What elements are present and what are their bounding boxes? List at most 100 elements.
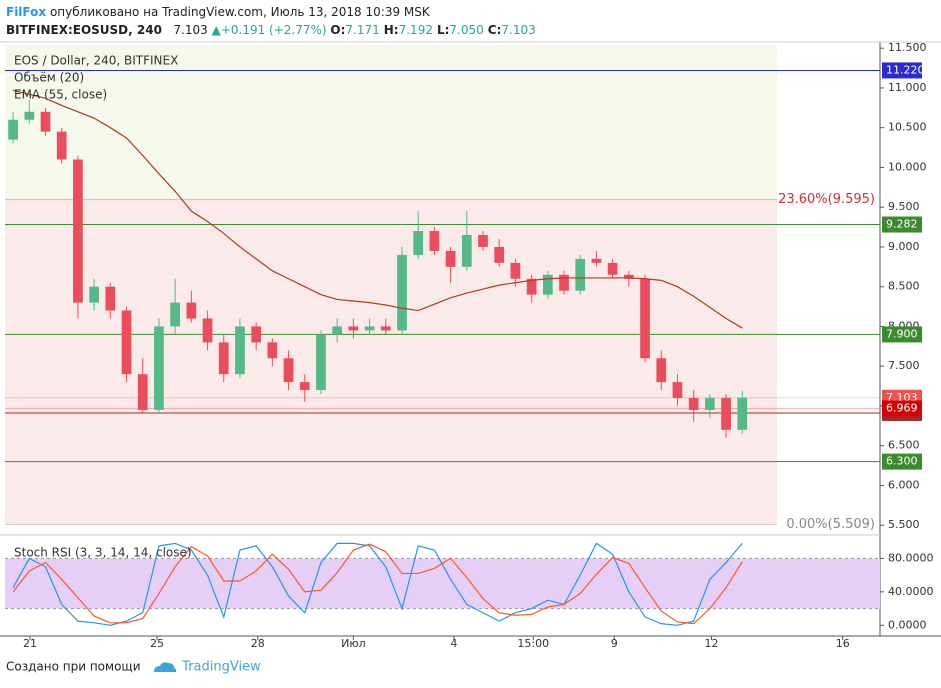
ohlc-value: 7.103 bbox=[501, 23, 536, 37]
level-text: 11.220 bbox=[886, 63, 925, 76]
rsi-k-line bbox=[12, 542, 743, 626]
ohlc-value: 7.050 bbox=[449, 23, 484, 37]
candle-body bbox=[510, 262, 521, 279]
candle-body bbox=[40, 111, 51, 132]
rsi-tick-label: 80.0000 bbox=[888, 551, 934, 564]
candle-body bbox=[591, 258, 602, 263]
y-tick-label: 8.500 bbox=[888, 280, 920, 293]
y-tick-label: 10.000 bbox=[888, 160, 927, 173]
ema-line bbox=[12, 89, 743, 329]
rsi-tick-label: 40.0000 bbox=[888, 585, 934, 598]
candle-body bbox=[316, 334, 326, 391]
x-tick-label: 9 bbox=[611, 637, 618, 650]
y-tick-label: 11.000 bbox=[888, 81, 927, 94]
candle-body bbox=[218, 342, 229, 375]
candle-body bbox=[154, 326, 164, 410]
candle-body bbox=[494, 246, 505, 263]
level-text: 7.900 bbox=[886, 327, 918, 340]
change-value: +0.191 (+2.77%) bbox=[220, 23, 327, 37]
zone-lower bbox=[5, 199, 777, 525]
candle-body bbox=[170, 302, 180, 327]
candle-body bbox=[413, 231, 424, 255]
ohlc-value: 7.171 bbox=[345, 23, 380, 37]
candle-body bbox=[737, 397, 748, 430]
candle-body bbox=[24, 111, 35, 120]
candle-body bbox=[364, 326, 375, 331]
candle-body bbox=[137, 374, 148, 410]
y-tick-label: 10.500 bbox=[888, 121, 927, 134]
candle-body bbox=[445, 250, 456, 267]
author[interactable]: FilFox bbox=[6, 5, 47, 19]
header-line: BITFINEX:EOSUSD, 240 7.103 ▲+0.191 (+2.7… bbox=[6, 21, 540, 39]
x-tick-label: 21 bbox=[23, 637, 37, 650]
x-tick-label: Июл bbox=[341, 637, 366, 650]
candle-body bbox=[623, 274, 634, 279]
ohlc-label: O: bbox=[330, 23, 346, 37]
level-box bbox=[882, 326, 922, 343]
y-tick-label: 9.000 bbox=[888, 240, 920, 253]
level-box bbox=[882, 62, 922, 79]
x-tick-label: 4 bbox=[450, 637, 457, 650]
last: 7.103 bbox=[173, 23, 208, 37]
zone-upper bbox=[5, 45, 777, 200]
candle-body bbox=[721, 398, 731, 430]
candle-body bbox=[656, 358, 667, 383]
candle-body bbox=[332, 326, 343, 335]
symbol: BITFINEX:EOSUSD, 240 bbox=[6, 23, 162, 37]
ohlc-label: L: bbox=[436, 23, 450, 37]
x-tick-label: 16 bbox=[836, 637, 850, 650]
header: FilFox опубликовано на TradingView.com, … bbox=[6, 3, 540, 39]
candle-body bbox=[348, 326, 359, 331]
y-tick-label: 6.000 bbox=[888, 478, 920, 491]
candle-body bbox=[8, 119, 18, 140]
ohlc: O:7.171 H:7.192 L:7.050 C:7.103 bbox=[330, 23, 539, 37]
footer-text: Создано при помощи bbox=[6, 659, 141, 674]
level-text: 9.282 bbox=[886, 218, 918, 231]
candle-body bbox=[575, 258, 586, 291]
candle-body bbox=[542, 274, 553, 295]
candle-body bbox=[202, 318, 213, 343]
rsi-band bbox=[5, 558, 880, 609]
ohlc-value: 7.192 bbox=[398, 23, 433, 37]
fib-label: 23.60%(9.595) bbox=[778, 192, 875, 207]
header-line: FilFox опубликовано на TradingView.com, … bbox=[6, 3, 540, 21]
x-tick-label: 28 bbox=[251, 637, 265, 650]
candle-body bbox=[235, 326, 245, 375]
rsi-title: Stoch RSI (3, 3, 14, 14, close) bbox=[14, 546, 192, 560]
candle-body bbox=[607, 262, 618, 275]
rsi-d-line bbox=[12, 543, 743, 625]
candle-body bbox=[526, 278, 537, 295]
ohlc-label: H: bbox=[383, 23, 399, 37]
level-box bbox=[882, 216, 922, 233]
candle-body bbox=[461, 235, 472, 267]
y-tick-label: 5.500 bbox=[888, 518, 920, 531]
legend-text: EMA (55, close) bbox=[14, 88, 107, 102]
change: ▲+0.191 (+2.77%) bbox=[211, 23, 327, 37]
chart: 11.500 11.000 10.500 10.000 9.500 9.000 8.500 8… bbox=[0, 41, 941, 650]
logo bbox=[154, 662, 177, 672]
candle-body bbox=[397, 254, 407, 331]
price-box bbox=[882, 400, 922, 417]
published: опубликовано на TradingView.com, Июль 13… bbox=[49, 5, 430, 19]
candle-body bbox=[299, 382, 310, 391]
brand[interactable]: TradingView bbox=[182, 659, 261, 675]
candle-body bbox=[89, 286, 99, 303]
candle-body bbox=[429, 231, 440, 251]
x-tick-label: 15:00 bbox=[517, 637, 549, 650]
candle-body bbox=[380, 326, 391, 331]
y-tick-label: 6.500 bbox=[888, 439, 920, 452]
candle-body bbox=[121, 310, 132, 375]
candle-body bbox=[688, 398, 699, 410]
candle-body bbox=[478, 235, 488, 247]
x-tick-label: 12 bbox=[704, 637, 718, 650]
level-text: 6.300 bbox=[886, 455, 918, 468]
legend-text: EOS / Dollar, 240, BITFINEX bbox=[14, 54, 178, 68]
candle-body bbox=[105, 286, 116, 311]
fib-label: 0.00%(5.509) bbox=[786, 517, 875, 532]
x-tick-label: 25 bbox=[150, 637, 164, 650]
candle-body bbox=[267, 342, 278, 359]
candle-body bbox=[73, 159, 83, 303]
footer: Создано при помощи TradingView bbox=[6, 659, 261, 675]
ohlc-label: C: bbox=[487, 23, 502, 37]
